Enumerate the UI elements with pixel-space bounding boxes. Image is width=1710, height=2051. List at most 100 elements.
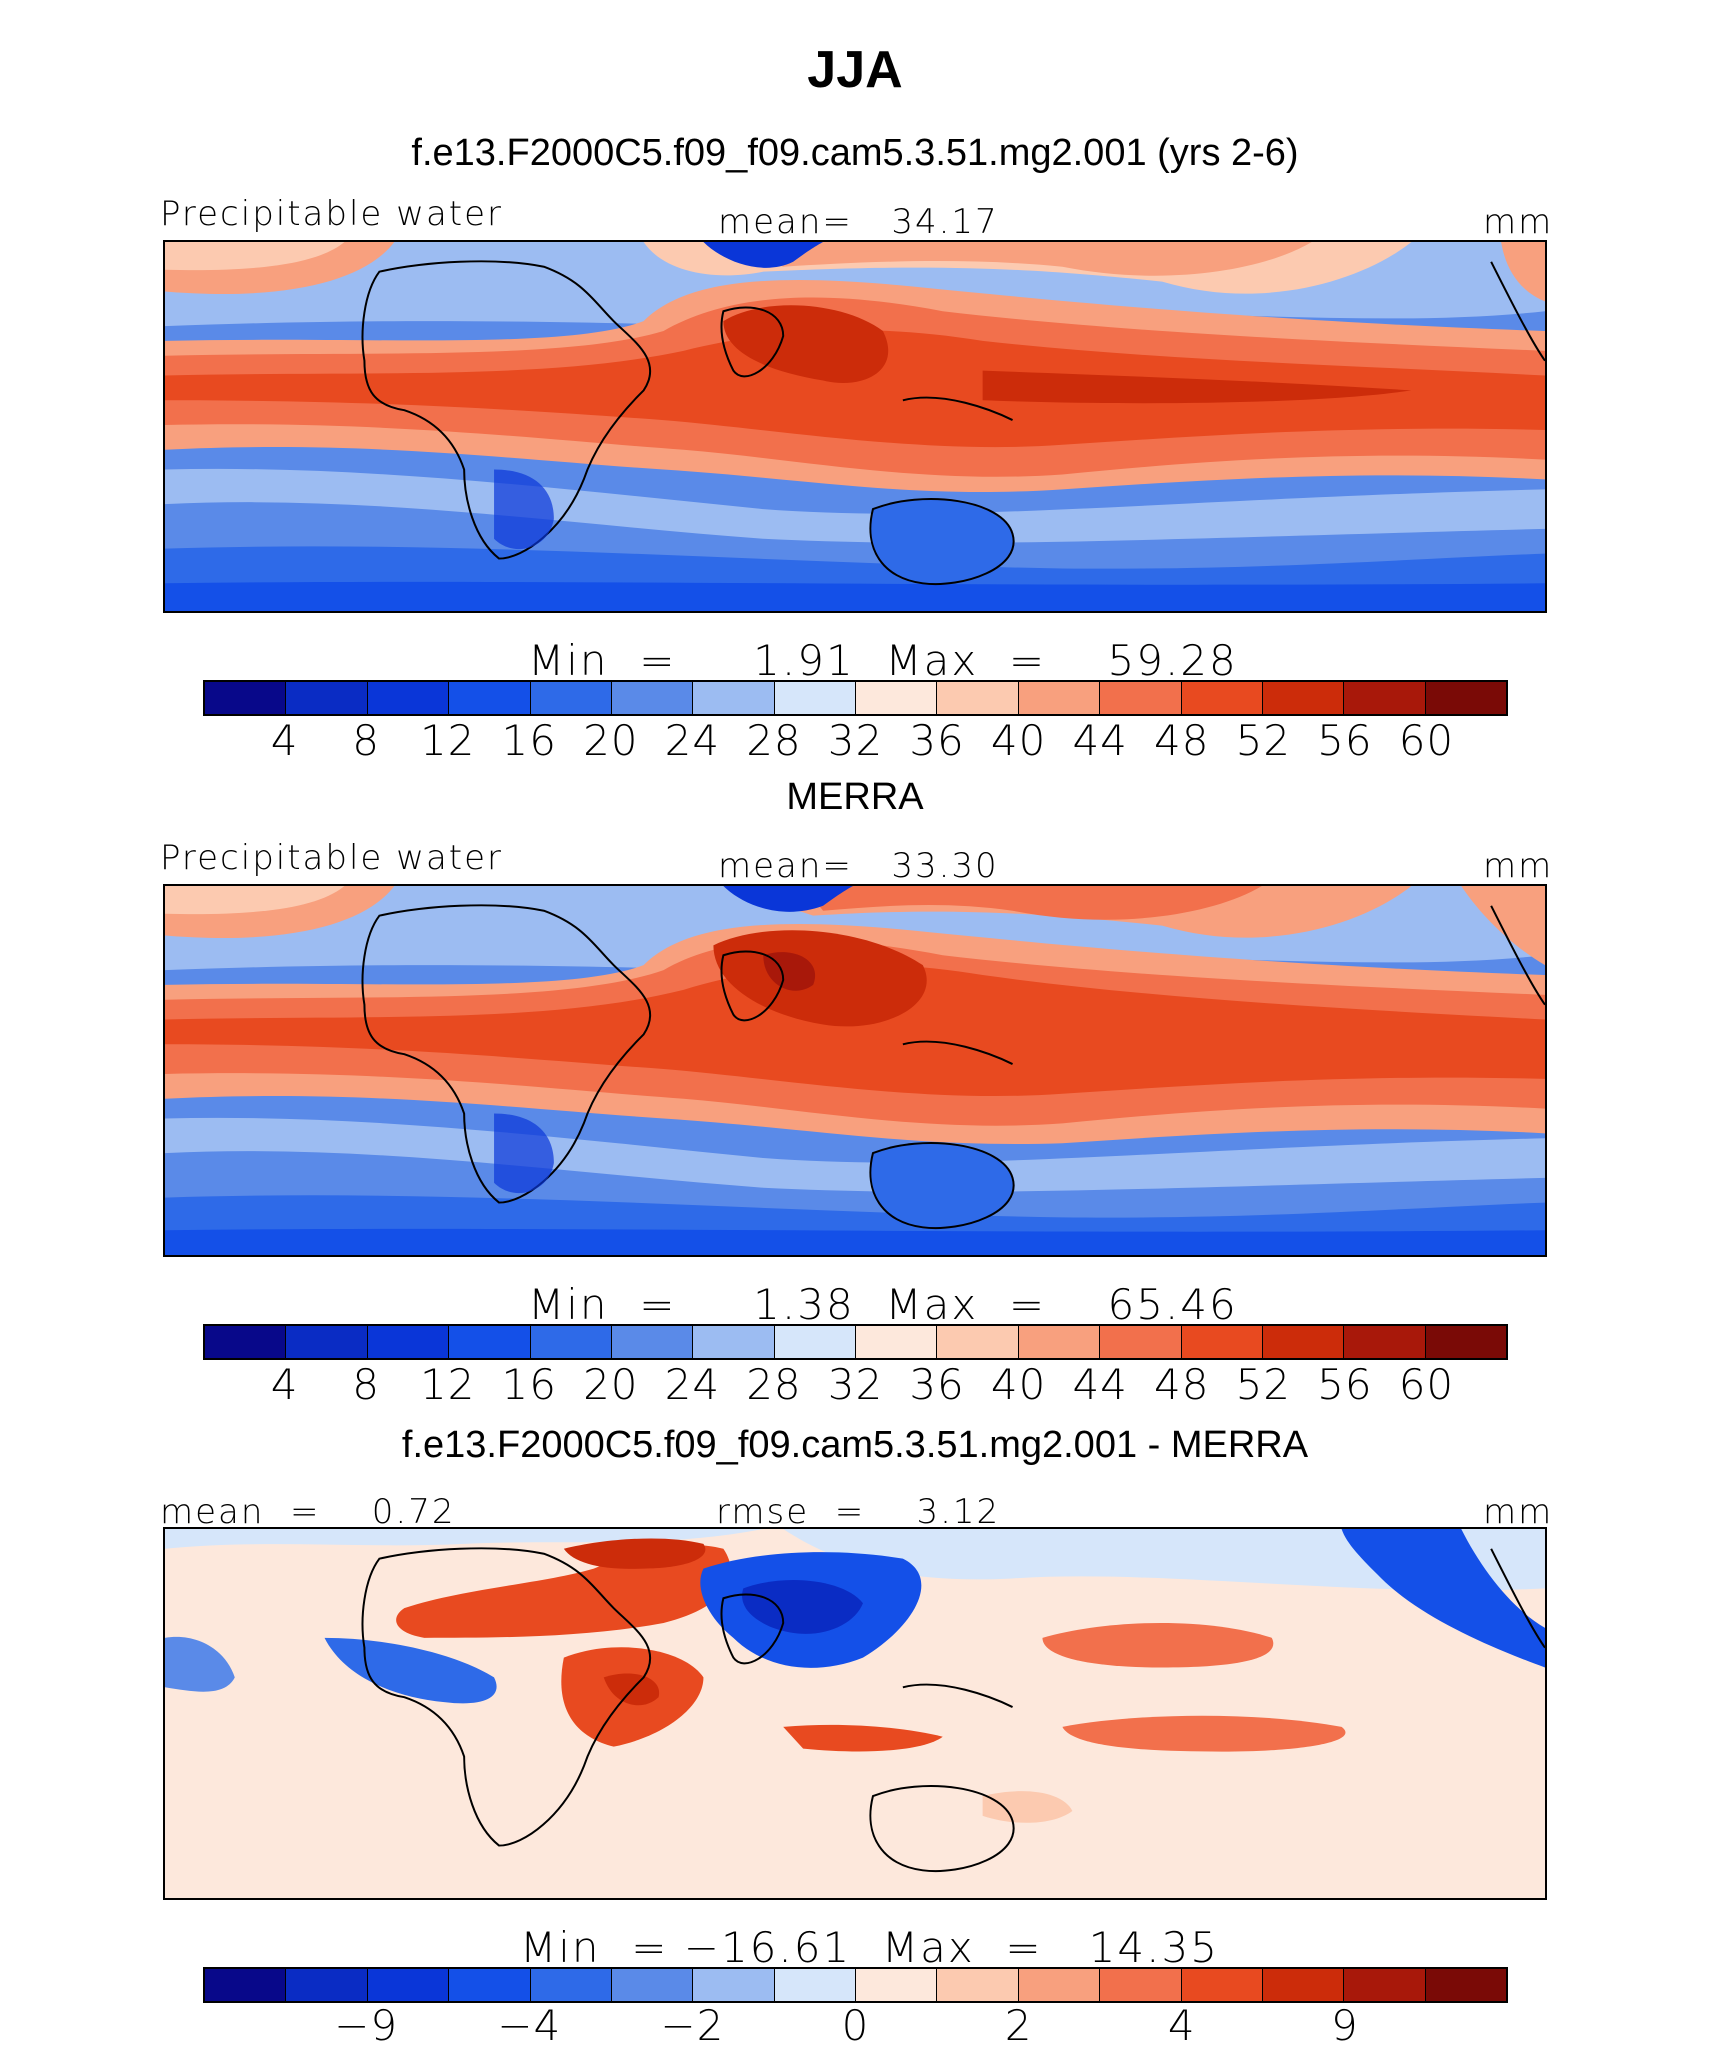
panel-3-units-label: mm [1483, 1492, 1554, 1532]
colorbar-cell [1262, 1969, 1345, 2001]
colorbar-cell [530, 1326, 612, 1358]
colorbar-cell [1018, 682, 1101, 714]
colorbar-tick-label: 9 [1331, 2001, 1359, 2050]
colorbar-cell [1344, 682, 1426, 714]
colorbar-cell [1344, 1326, 1426, 1358]
colorbar-tick-label: 48 [1154, 716, 1210, 765]
colorbar-cell [937, 1969, 1019, 2001]
colorbar-cell [693, 682, 775, 714]
panel-1-variable-label: Precipitable water [160, 194, 504, 234]
colorbar-cell [611, 682, 694, 714]
panel-2-colorbar-ticks: 4 8 12 16 20 24 28 32 36 40 44 48 52 56 … [203, 1360, 1508, 1410]
colorbar-tick-label: 32 [827, 1360, 884, 1409]
panel-2-map-field [165, 886, 1545, 1255]
panel-1-title: f.e13.F2000C5.f09_f09.cam5.3.51.mg2.001 … [411, 132, 1299, 174]
colorbar-tick-label: 24 [664, 1360, 721, 1409]
colorbar-cell [367, 1326, 450, 1358]
colorbar-cell [1100, 1326, 1182, 1358]
colorbar-tick-label: 48 [1154, 1360, 1210, 1409]
colorbar-tick-label: 4 [270, 1360, 299, 1409]
colorbar-tick-label: 28 [746, 1360, 802, 1409]
panel-2-units-label: mm [1483, 846, 1554, 886]
colorbar-tick-label: 36 [909, 716, 965, 765]
panel-1-min-max: Min = 1.91 Max = 59.28 [528, 636, 1238, 685]
colorbar-cell [937, 1326, 1019, 1358]
colorbar-tick-label: 12 [419, 716, 476, 765]
colorbar-cell [693, 1969, 775, 2001]
panel-3-colorbar [203, 1967, 1508, 2003]
colorbar-cell [856, 1969, 938, 2001]
panel-1-units-label: mm [1483, 202, 1554, 242]
panel-3-colorbar-ticks: −9 −4 −2 0 2 4 9 [203, 2001, 1508, 2051]
panel-1-colorbar-ticks: 4 8 12 16 20 24 28 32 36 40 44 48 52 56 … [203, 716, 1508, 766]
colorbar-cell [1425, 682, 1506, 714]
colorbar-tick-label: 28 [746, 716, 802, 765]
colorbar-cell [856, 1326, 938, 1358]
colorbar-cell [286, 1326, 368, 1358]
colorbar-cell [611, 1969, 694, 2001]
colorbar-tick-label: 8 [352, 716, 380, 765]
colorbar-cell [1181, 682, 1263, 714]
colorbar-cell [367, 682, 450, 714]
colorbar-cell [1181, 1969, 1263, 2001]
figure-title: JJA [807, 41, 903, 99]
panel-2-variable-label: Precipitable water [160, 838, 504, 878]
colorbar-cell [449, 1969, 531, 2001]
colorbar-cell [1262, 1326, 1345, 1358]
colorbar-tick-label: −4 [497, 2001, 562, 2050]
panel-2-mean-label: mean= 33.30 [718, 846, 999, 886]
panel-3-map [163, 1527, 1547, 1900]
colorbar-tick-label: 40 [990, 1360, 1047, 1409]
colorbar-cell [530, 1969, 612, 2001]
colorbar-cell [205, 1326, 287, 1358]
colorbar-cell [449, 682, 531, 714]
colorbar-tick-label: 0 [841, 2001, 870, 2050]
colorbar-tick-label: 4 [1167, 2001, 1196, 2050]
panel-1-mean-label: mean= 34.17 [718, 202, 999, 242]
colorbar-tick-label: 32 [827, 716, 884, 765]
colorbar-tick-label: 52 [1235, 1360, 1292, 1409]
panel-3-title: f.e13.F2000C5.f09_f09.cam5.3.51.mg2.001 … [401, 1424, 1309, 1466]
colorbar-tick-label: 16 [501, 716, 557, 765]
panel-1-map-field [165, 242, 1545, 611]
colorbar-cell [937, 682, 1019, 714]
colorbar-cell [1425, 1969, 1506, 2001]
panel-1-colorbar [203, 680, 1508, 716]
panel-2-title: MERRA [786, 776, 924, 818]
panel-3-mean-label: mean = 0.72 [160, 1492, 456, 1532]
colorbar-tick-label: 16 [501, 1360, 557, 1409]
colorbar-cell [449, 1326, 531, 1358]
colorbar-tick-label: 2 [1004, 2001, 1033, 2050]
colorbar-cell [367, 1969, 450, 2001]
colorbar-tick-label: 24 [664, 716, 721, 765]
colorbar-tick-label: 60 [1398, 716, 1455, 765]
colorbar-cell [611, 1326, 694, 1358]
colorbar-tick-label: 20 [583, 716, 639, 765]
colorbar-cell [774, 1969, 856, 2001]
colorbar-tick-label: 40 [990, 716, 1047, 765]
colorbar-cell [1018, 1326, 1101, 1358]
colorbar-cell [1181, 1326, 1263, 1358]
colorbar-tick-label: 36 [909, 1360, 965, 1409]
colorbar-tick-label: 4 [270, 716, 299, 765]
colorbar-tick-label: 8 [352, 1360, 380, 1409]
panel-2-colorbar [203, 1324, 1508, 1360]
panel-2-map [163, 884, 1547, 1257]
colorbar-cell [1425, 1326, 1506, 1358]
colorbar-cell [1262, 682, 1345, 714]
colorbar-cell [693, 1326, 775, 1358]
colorbar-tick-label: 44 [1072, 716, 1128, 765]
colorbar-cell [1018, 1969, 1101, 2001]
colorbar-tick-label: 12 [419, 1360, 476, 1409]
colorbar-tick-label: 20 [583, 1360, 639, 1409]
colorbar-tick-label: −2 [660, 2001, 725, 2050]
colorbar-cell [286, 1969, 368, 2001]
panel-3-min-max: Min = −16.61 Max = 14.35 [520, 1923, 1219, 1972]
colorbar-cell [286, 682, 368, 714]
colorbar-cell [1100, 682, 1182, 714]
colorbar-tick-label: −9 [334, 2001, 399, 2050]
panel-3-rmse-label: rmse = 3.12 [716, 1492, 1001, 1532]
panel-2-min-max: Min = 1.38 Max = 65.46 [528, 1280, 1238, 1329]
colorbar-cell [205, 1969, 287, 2001]
colorbar-tick-label: 44 [1072, 1360, 1128, 1409]
